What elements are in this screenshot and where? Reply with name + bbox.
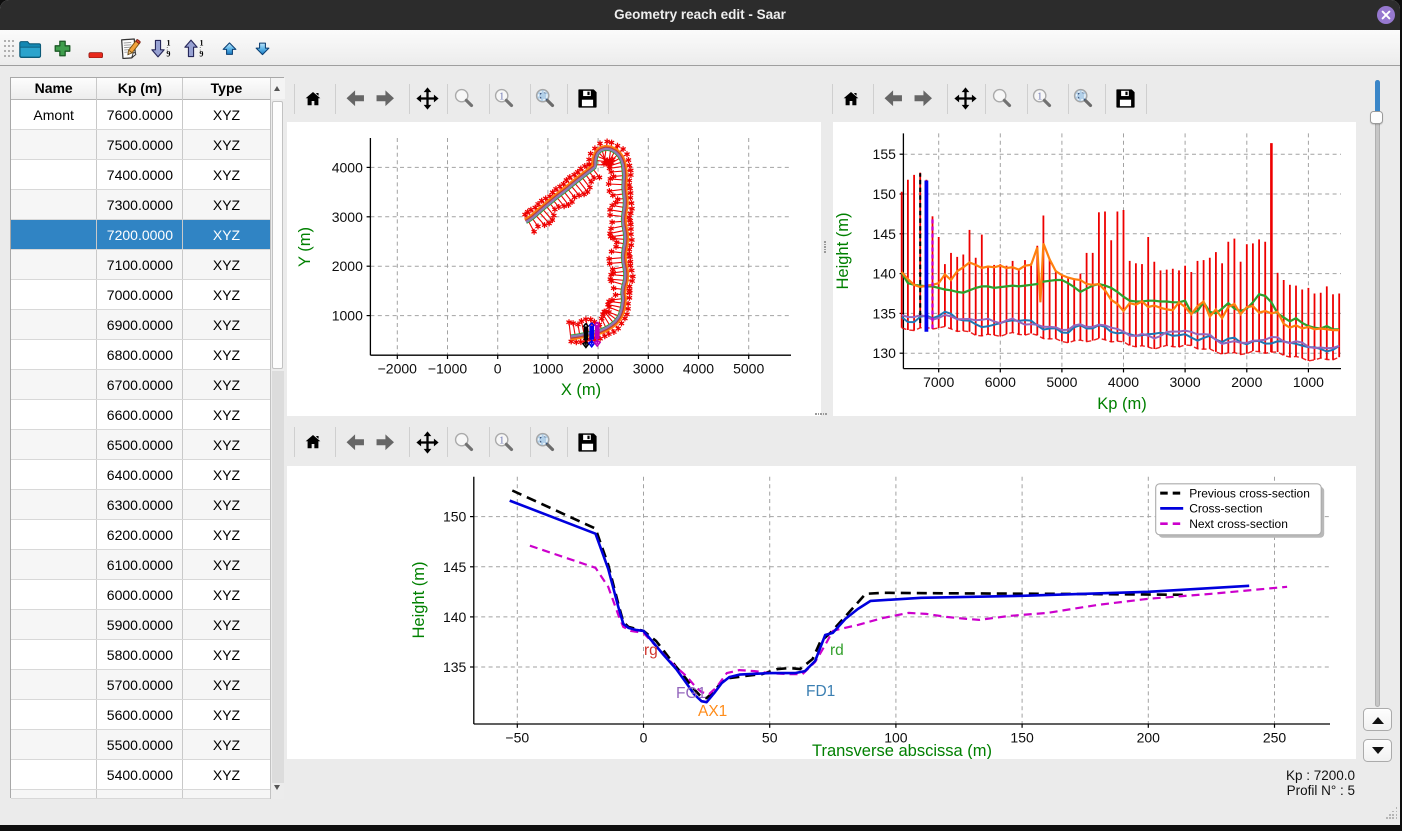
svg-text:4000: 4000 bbox=[683, 361, 714, 377]
svg-text:1000: 1000 bbox=[1293, 374, 1324, 390]
svg-text:Transverse abscissa (m): Transverse abscissa (m) bbox=[812, 742, 992, 759]
svg-text:Height (m): Height (m) bbox=[834, 212, 852, 289]
svg-text:5000: 5000 bbox=[1046, 374, 1077, 390]
svg-text:150: 150 bbox=[1010, 730, 1034, 746]
svg-text:rd: rd bbox=[830, 642, 844, 659]
svg-text:FG1: FG1 bbox=[676, 685, 706, 702]
svg-text:−50: −50 bbox=[505, 730, 529, 746]
svg-text:100: 100 bbox=[884, 730, 908, 746]
svg-text:3000: 3000 bbox=[332, 209, 363, 225]
svg-text:145: 145 bbox=[443, 559, 467, 575]
svg-text:200: 200 bbox=[1137, 730, 1161, 746]
svg-text:rg: rg bbox=[644, 642, 658, 659]
svg-text:3000: 3000 bbox=[633, 361, 664, 377]
svg-text:−1000: −1000 bbox=[428, 361, 468, 377]
svg-text:6000: 6000 bbox=[985, 374, 1016, 390]
svg-text:0: 0 bbox=[494, 361, 502, 377]
svg-text:1: 1 bbox=[1036, 91, 1041, 103]
svg-text::: : bbox=[200, 46, 202, 53]
svg-text:5000: 5000 bbox=[733, 361, 764, 377]
svg-text:1000: 1000 bbox=[532, 361, 563, 377]
svg-text:250: 250 bbox=[1263, 730, 1287, 746]
svg-text:9: 9 bbox=[200, 50, 204, 59]
svg-text:3000: 3000 bbox=[1170, 374, 1201, 390]
svg-text:X (m): X (m) bbox=[561, 381, 601, 399]
svg-text:1: 1 bbox=[498, 91, 503, 103]
svg-text:155: 155 bbox=[873, 146, 897, 162]
svg-text:9: 9 bbox=[167, 50, 171, 59]
svg-text:50: 50 bbox=[762, 730, 778, 746]
svg-text:1: 1 bbox=[167, 38, 171, 47]
svg-text::: : bbox=[166, 46, 168, 53]
svg-text:0: 0 bbox=[640, 730, 648, 746]
svg-text:150: 150 bbox=[443, 509, 467, 525]
svg-text:140: 140 bbox=[443, 609, 467, 625]
svg-text:Kp (m): Kp (m) bbox=[1097, 395, 1147, 413]
svg-text:Y (m): Y (m) bbox=[296, 227, 314, 267]
svg-text:Next cross-section: Next cross-section bbox=[1189, 517, 1288, 531]
svg-text:2000: 2000 bbox=[332, 258, 363, 274]
svg-text:130: 130 bbox=[873, 345, 897, 361]
svg-text:Height (m): Height (m) bbox=[410, 561, 428, 638]
svg-text:Previous cross-section: Previous cross-section bbox=[1189, 486, 1310, 500]
svg-text:7000: 7000 bbox=[923, 374, 954, 390]
svg-text:Cross-section: Cross-section bbox=[1189, 502, 1262, 516]
svg-text:4000: 4000 bbox=[332, 159, 363, 175]
svg-text:145: 145 bbox=[873, 226, 897, 242]
svg-text:−2000: −2000 bbox=[378, 361, 418, 377]
svg-text:FD1: FD1 bbox=[806, 683, 835, 700]
svg-text:2000: 2000 bbox=[583, 361, 614, 377]
svg-text:135: 135 bbox=[443, 659, 467, 675]
svg-text:1: 1 bbox=[200, 38, 204, 47]
svg-text:2000: 2000 bbox=[1231, 374, 1262, 390]
svg-text:1: 1 bbox=[498, 434, 503, 446]
svg-text:135: 135 bbox=[873, 305, 897, 321]
svg-text:AX1: AX1 bbox=[698, 703, 727, 720]
svg-text:4000: 4000 bbox=[1108, 374, 1139, 390]
svg-text:1000: 1000 bbox=[332, 308, 363, 324]
svg-text:150: 150 bbox=[873, 186, 897, 202]
svg-text:140: 140 bbox=[873, 266, 897, 282]
